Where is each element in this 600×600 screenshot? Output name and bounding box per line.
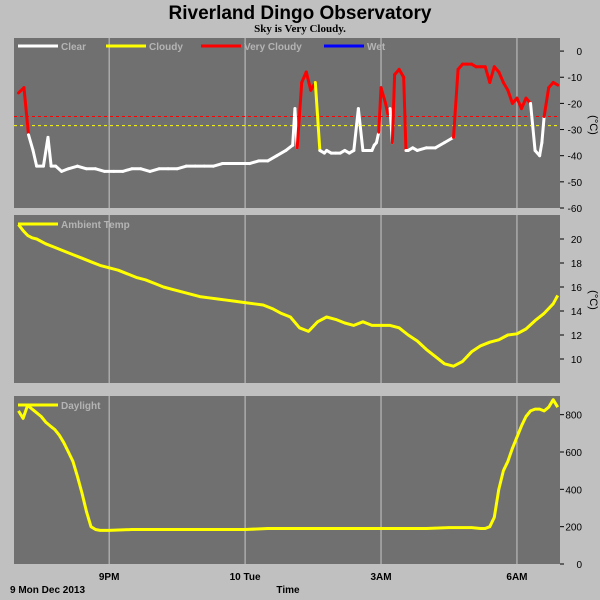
legend-wet-label: Wet xyxy=(367,42,386,53)
sky-temp-segment xyxy=(529,101,537,152)
daylight-y-tick-label: 800 xyxy=(565,411,582,422)
sky-temp-segment xyxy=(540,114,546,145)
daylight-panel: 0 200 400 600 800 Daylight xyxy=(14,396,582,571)
ambient-temp-y-tick-label: 10 xyxy=(571,355,583,366)
daylight-y-tick-label: 400 xyxy=(565,485,582,496)
ambient-temp-y-tick-label: 18 xyxy=(571,259,583,270)
daylight-series xyxy=(17,398,559,532)
daylight-y-tick-label: 200 xyxy=(565,523,582,534)
sky-temp-segment xyxy=(542,86,551,118)
daylight-line xyxy=(17,398,559,532)
sky-temp-segment xyxy=(442,135,456,145)
legend-cloudy-label: Cloudy xyxy=(149,42,183,53)
ambient-temp-grid xyxy=(108,215,518,383)
sky-temp-y-unit: (°C) xyxy=(587,115,599,135)
sky-temp-segment xyxy=(352,107,360,152)
sky-temp-segment xyxy=(356,107,365,152)
legend-ambient-label: Ambient Temp xyxy=(61,220,130,231)
sky-temp-segment xyxy=(379,86,388,105)
sky-temp-segment xyxy=(211,162,224,168)
sky-temp-segment xyxy=(397,67,406,79)
sky-temp-segment xyxy=(313,80,322,152)
ambient-temp-plot-area xyxy=(14,215,560,383)
sky-temp-segment xyxy=(295,80,304,150)
sky-temp-segment xyxy=(497,70,505,84)
legend-daylight-label: Daylight xyxy=(61,401,101,412)
sky-temp-y-tick-label: -40 xyxy=(568,152,583,163)
sky-temp-segment xyxy=(452,67,460,139)
ambient-temp-y-ticks: 10 12 14 16 18 20 xyxy=(560,235,582,366)
sky-temp-segment xyxy=(139,167,152,173)
x-axis-ticks: 9PM 10 Tue 3AM 6AM xyxy=(99,572,528,583)
sky-temp-segment xyxy=(266,154,279,163)
chart-subtitle: Sky is Very Cloudy. xyxy=(254,23,346,35)
sky-temp-y-tick-label: -20 xyxy=(568,99,583,110)
daylight-y-ticks: 0 200 400 600 800 xyxy=(560,411,582,571)
sky-temp-segment xyxy=(66,164,79,171)
x-tick-label: 9PM xyxy=(99,572,120,583)
sky-temp-segment xyxy=(148,167,161,173)
sky-temp-thresholds xyxy=(14,115,560,127)
sky-temp-segment xyxy=(501,80,510,92)
sky-temp-y-ticks: 0 -10 -20 -30 -40 -50 -60 xyxy=(560,47,582,215)
sky-temp-segment xyxy=(506,88,514,105)
x-axis-title: Time xyxy=(276,585,300,596)
sky-temp-segment xyxy=(275,148,288,158)
sky-temp-segment xyxy=(26,133,35,152)
sky-temp-segment xyxy=(390,73,397,145)
x-tick-label: 10 Tue xyxy=(230,572,261,583)
sky-temp-segment xyxy=(121,167,134,173)
daylight-y-tick-label: 0 xyxy=(576,560,582,571)
sky-temp-segment xyxy=(538,141,544,158)
daylight-y-tick-label: 600 xyxy=(565,448,582,459)
sky-temp-y-tick-label: -10 xyxy=(568,73,583,84)
sky-temp-y-tick-label: 0 xyxy=(576,47,582,58)
sky-temp-y-tick-label: -30 xyxy=(568,126,583,137)
sky-temp-series xyxy=(17,62,560,173)
ambient-temp-series xyxy=(17,223,560,368)
sky-temp-segment xyxy=(175,164,188,171)
sky-temp-segment xyxy=(304,70,313,92)
date-label: 9 Mon Dec 2013 xyxy=(10,585,85,596)
sky-temp-y-tick-label: -50 xyxy=(568,178,583,189)
ambient-temp-y-tick-label: 20 xyxy=(571,235,583,246)
ambient-temp-panel: 10 12 14 16 18 20 (°C) Ambient Temp xyxy=(14,215,599,383)
ambient-temp-line xyxy=(17,223,560,368)
ambient-temp-y-tick-label: 12 xyxy=(571,331,583,342)
sky-temp-segment xyxy=(22,86,30,137)
ambient-temp-legend: Ambient Temp xyxy=(18,220,130,231)
sky-temp-y-tick-label: -60 xyxy=(568,204,583,215)
sky-temp-segment xyxy=(551,80,560,87)
sky-temp-segment xyxy=(519,96,528,111)
sky-temp-legend: Clear Cloudy Very Cloudy Wet xyxy=(18,42,386,53)
x-tick-label: 3AM xyxy=(370,572,391,583)
sky-temp-grid xyxy=(108,38,518,208)
sky-temp-segment xyxy=(415,146,428,152)
sky-temp-segment xyxy=(488,65,496,84)
x-tick-label: 6AM xyxy=(506,572,527,583)
ambient-temp-y-tick-label: 16 xyxy=(571,283,583,294)
sky-temp-segment xyxy=(31,148,39,168)
sky-temp-segment xyxy=(94,167,107,173)
ambient-temp-y-tick-label: 14 xyxy=(571,307,583,318)
sky-temp-segment xyxy=(75,164,88,171)
sky-temp-segment xyxy=(402,75,408,152)
sky-temp-segment xyxy=(377,86,383,134)
sky-temp-plot-area xyxy=(14,38,560,208)
daylight-plot-area xyxy=(14,396,560,564)
sky-temp-segment xyxy=(374,130,381,145)
chart-title: Riverland Dingo Observatory xyxy=(169,3,432,24)
sky-temp-panel: 0 -10 -20 -30 -40 -50 -60 (°C) Clear Cloudy Ve… xyxy=(14,38,599,215)
legend-clear-label: Clear xyxy=(61,42,86,53)
ambient-temp-y-unit: (°C) xyxy=(587,290,599,310)
daylight-grid xyxy=(108,396,518,564)
legend-very-cloudy-label: Very Cloudy xyxy=(244,42,302,53)
sky-temp-segment xyxy=(46,135,53,168)
sky-temp-segment xyxy=(433,141,446,150)
sky-temp-segment xyxy=(248,159,261,166)
daylight-legend: Daylight xyxy=(18,401,101,412)
